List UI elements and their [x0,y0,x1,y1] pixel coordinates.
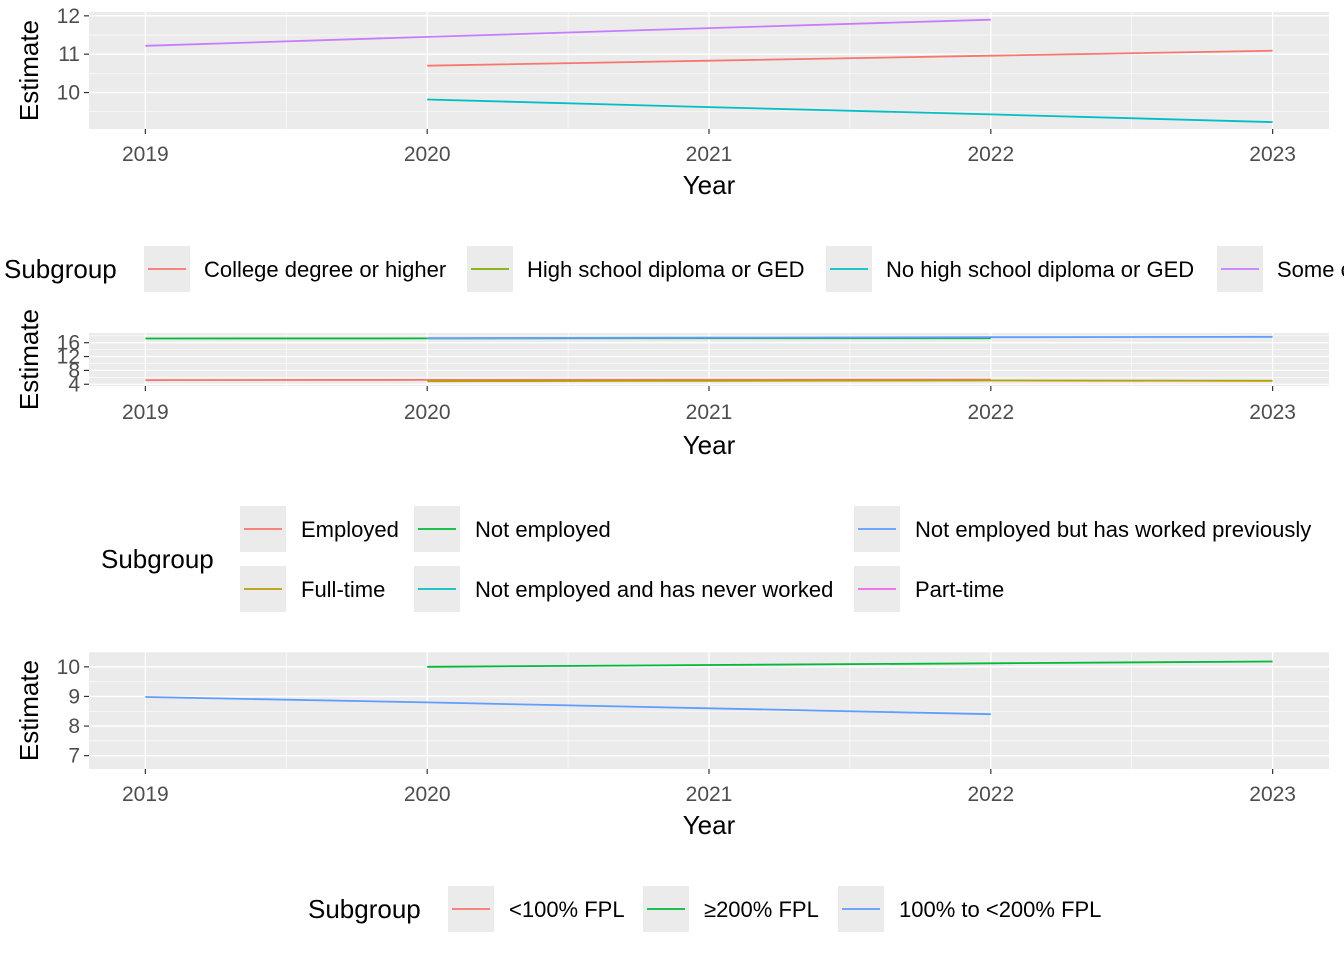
y-axis-title: Estimate [14,309,44,410]
legend: Subgroup College degree or higher High sch… [4,246,1344,292]
x-tick-label: 2023 [1249,401,1296,424]
legend-label: Some college [1277,257,1344,282]
x-tick-label: 2022 [967,401,1014,424]
y-tick-label: 7 [68,745,80,768]
legend-label: 100% to <200% FPL [899,897,1101,922]
charts-root: 2019 2020 2021 2022 2023 10 11 12 Year Estimate Su… [4,5,1344,932]
legend-label: No high school diploma or GED [886,257,1194,282]
y-tick-label: 8 [68,715,80,738]
legend-item-4: Full-time [240,566,385,612]
legend-label: ≥200% FPL [704,897,819,922]
chart-1: 2019 2020 2021 2022 2023 10 11 12 Year Estimate Su… [4,5,1344,292]
x-tick-label: 2020 [404,401,451,424]
legend-title: Subgroup [308,894,421,924]
legend-title: Subgroup [101,544,214,574]
x-axis-title: Year [683,170,736,200]
legend-item-4: Some college [1217,246,1344,292]
x-tick-label: 2023 [1249,143,1296,166]
y-tick-label: 12 [57,5,80,28]
legend: Subgroup Employed Not employed Not employed… [101,506,1311,612]
y-tick-label: 9 [68,685,80,708]
legend-label: <100% FPL [509,897,625,922]
x-tick-label: 2023 [1249,783,1296,806]
x-tick-label: 2021 [686,783,733,806]
x-tick-label: 2022 [967,783,1014,806]
x-tick-label: 2019 [122,401,169,424]
legend-item-3: No high school diploma or GED [826,246,1194,292]
legend-item-1: <100% FPL [448,886,625,932]
x-tick-label: 2019 [122,143,169,166]
y-tick-label: 10 [57,82,80,105]
chart-2: 2019 2020 2021 2022 2023481216YearEstimateSu… [14,309,1329,612]
y-axis-title: Estimate [14,20,44,121]
x-tick-label: 2020 [404,143,451,166]
legend-item-2: ≥200% FPL [643,886,819,932]
x-tick-label: 2022 [967,143,1014,166]
chart-3: 2019 2020 2021 2022 2023 7 8 9 10 Year Estimate Sub… [14,652,1329,932]
legend-label: High school diploma or GED [527,257,805,282]
legend-item-1: Employed [240,506,399,552]
legend-label: Not employed but has worked previously [915,517,1311,542]
x-tick-label: 2019 [122,783,169,806]
legend-label: College degree or higher [204,257,446,282]
x-axis-title: Year [683,430,736,460]
series-line-2 [427,381,1272,382]
legend-label: Full-time [301,577,385,602]
x-tick-label: 2021 [686,401,733,424]
legend-label: Part-time [915,577,1004,602]
legend-item-5: Not employed and has never worked [414,566,833,612]
y-tick-label: 11 [58,43,80,66]
x-axis-title: Year [683,810,736,840]
legend-label: Not employed and has never worked [475,577,833,602]
y-tick-label: 10 [57,656,80,679]
legend-label: Employed [301,517,399,542]
y-axis-title: Estimate [14,660,44,761]
y-tick-label: 16 [57,332,80,355]
legend-title: Subgroup [4,254,117,284]
legend: Subgroup <100% FPL ≥200% FPL 100% to <200% … [308,886,1101,932]
legend-item-2: Not employed [414,506,611,552]
x-tick-label: 2021 [686,143,733,166]
legend-item-1: College degree or higher [144,246,446,292]
legend-item-2: High school diploma or GED [467,246,805,292]
legend-item-3: Not employed but has worked previously [854,506,1311,552]
legend-item-6: Part-time [854,566,1004,612]
legend-item-3: 100% to <200% FPL [838,886,1101,932]
x-tick-label: 2020 [404,783,451,806]
legend-label: Not employed [475,517,611,542]
